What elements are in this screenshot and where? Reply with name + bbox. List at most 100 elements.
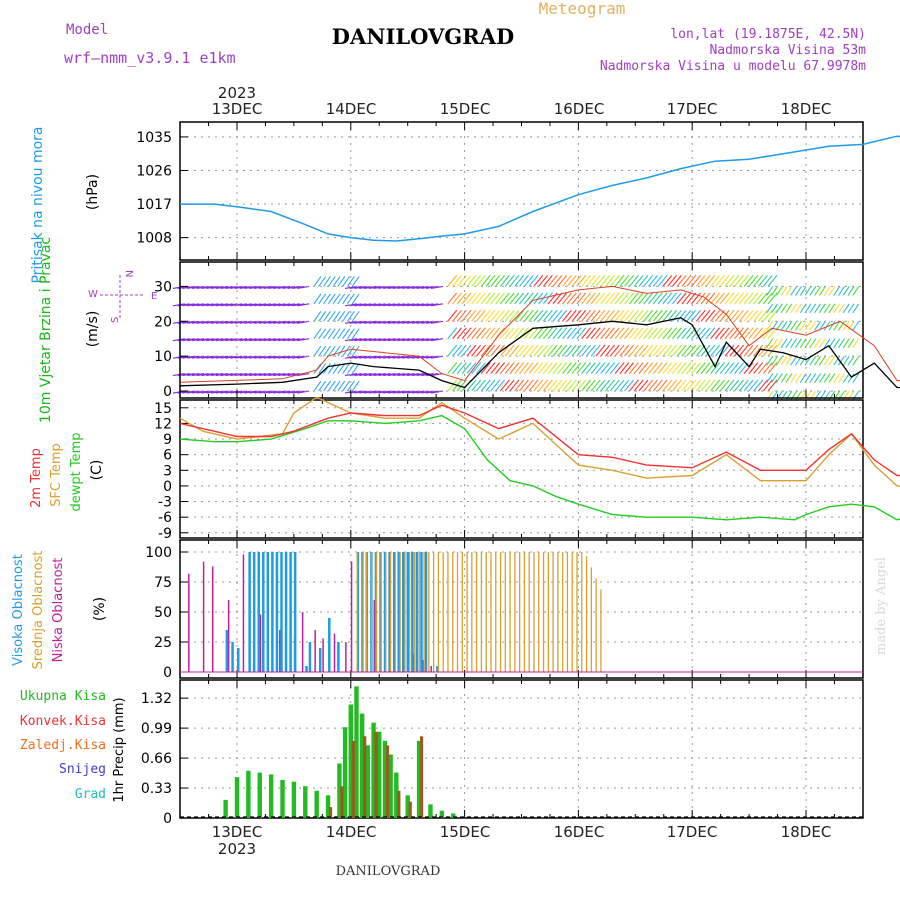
- top-date-label: 16DEC: [554, 100, 605, 118]
- wind-arrow: [619, 327, 630, 340]
- wind-arrow: [581, 327, 592, 340]
- wind-arrow: [847, 373, 855, 383]
- wind-arrow: [724, 309, 735, 322]
- wind-arrow: [509, 327, 520, 340]
- wind-arrow: [383, 338, 396, 342]
- conv-precip-bar: [408, 801, 412, 818]
- wind-arrow: [676, 362, 687, 374]
- pressure-line: [180, 135, 900, 242]
- wind-arrow: [318, 293, 327, 305]
- wind-arrow: [318, 380, 327, 392]
- wind-arrow: [332, 293, 341, 305]
- wind-arrow: [476, 292, 486, 305]
- wind-arrow: [447, 362, 458, 374]
- wind-arrow: [590, 309, 601, 322]
- wind-arrow: [476, 379, 486, 392]
- wind-arrow: [790, 303, 798, 314]
- wind-arrow: [273, 320, 286, 324]
- wind-arrow: [833, 320, 841, 331]
- wind-arrow: [842, 338, 850, 349]
- panel-frame: [179, 399, 864, 539]
- wind-arrow: [681, 344, 692, 357]
- wind-arrow: [273, 390, 286, 394]
- wind-arrow: [842, 373, 850, 383]
- wind-arrow: [562, 344, 572, 357]
- wind-arrow: [695, 379, 706, 392]
- wind-arrow: [691, 362, 701, 374]
- wind-arrow: [406, 373, 420, 377]
- mid-cloud-bar: [571, 552, 573, 672]
- wind-arrow: [595, 309, 606, 322]
- wind-arrow: [714, 292, 725, 305]
- wind-arrow: [383, 303, 396, 307]
- mid-cloud-bar: [366, 552, 368, 672]
- wind-arrow: [268, 373, 281, 377]
- mid-cloud-bar: [495, 552, 497, 672]
- wind-arrow: [710, 275, 721, 287]
- wind-arrow: [287, 355, 300, 359]
- wind-arrow: [818, 303, 826, 314]
- wind-arrow: [480, 309, 491, 322]
- wind-arrow: [780, 373, 788, 383]
- wind-arrow: [263, 338, 276, 342]
- pressure-ylabel: (hPa): [85, 174, 101, 210]
- wind-arrow: [566, 327, 577, 340]
- wind-arrow: [378, 285, 391, 289]
- wind-arrow: [743, 292, 754, 305]
- wind-arrow: [327, 345, 336, 357]
- high-cloud-bar: [415, 552, 419, 672]
- wind-arrow: [691, 309, 701, 322]
- wind-arrow: [378, 320, 391, 324]
- wind-arrow: [397, 338, 410, 342]
- low-cloud-bar: [422, 660, 424, 672]
- wind-title: 10m Vjetar Brzina i Pravac: [38, 237, 54, 423]
- wind-arrow: [239, 285, 252, 289]
- wind-arrow: [344, 285, 358, 289]
- wind-arrow: [624, 292, 635, 305]
- wind-arrow: [758, 309, 768, 322]
- wind-arrow: [633, 292, 644, 305]
- wind-arrow: [794, 320, 802, 331]
- mid-cloud-bar: [547, 552, 549, 672]
- y-tick-label: 1008: [136, 231, 172, 247]
- wind-arrow: [383, 373, 396, 377]
- wind-arrow: [624, 275, 635, 287]
- wind-arrow: [538, 275, 548, 287]
- wind-arrow: [337, 345, 346, 357]
- wind-arrow: [490, 275, 501, 287]
- wind-arrow: [406, 338, 420, 342]
- wind-arrow: [600, 362, 611, 374]
- high-cloud-bar: [397, 552, 400, 672]
- wind-arrow: [292, 320, 305, 324]
- wind-arrow: [471, 344, 482, 357]
- compass-e: E: [151, 291, 157, 302]
- wind-arrow: [775, 338, 783, 349]
- high-cloud-bar: [388, 552, 391, 672]
- wind-arrow: [490, 309, 501, 322]
- wind-arrow: [724, 275, 735, 287]
- cloud-title-high: Visoka Oblacnost: [11, 554, 26, 666]
- wind-arrow: [504, 327, 515, 340]
- wind-arrow: [287, 338, 300, 342]
- wind-arrow: [842, 355, 850, 366]
- total-precip-bar: [348, 704, 353, 818]
- wind-arrow: [504, 275, 515, 287]
- wind-arrow: [614, 275, 625, 287]
- wind-arrow: [363, 355, 377, 359]
- wind-arrow: [342, 328, 351, 340]
- wind-arrow: [799, 303, 807, 314]
- wind-arrow: [743, 309, 754, 322]
- wind-arrow: [705, 327, 716, 340]
- wind-arrow: [342, 276, 351, 287]
- wind-arrow: [528, 292, 539, 305]
- wind-arrow: [297, 373, 310, 377]
- mid-cloud-bar: [404, 552, 406, 672]
- product-title: Meteogram: [539, 0, 626, 18]
- wind-arrow: [327, 380, 336, 392]
- wind-arrow: [452, 292, 462, 305]
- wind-arrow: [676, 275, 687, 287]
- wind-arrow: [605, 327, 615, 340]
- wind-arrow: [643, 292, 654, 305]
- wind-arrow: [187, 303, 200, 307]
- wind-arrow: [638, 344, 649, 357]
